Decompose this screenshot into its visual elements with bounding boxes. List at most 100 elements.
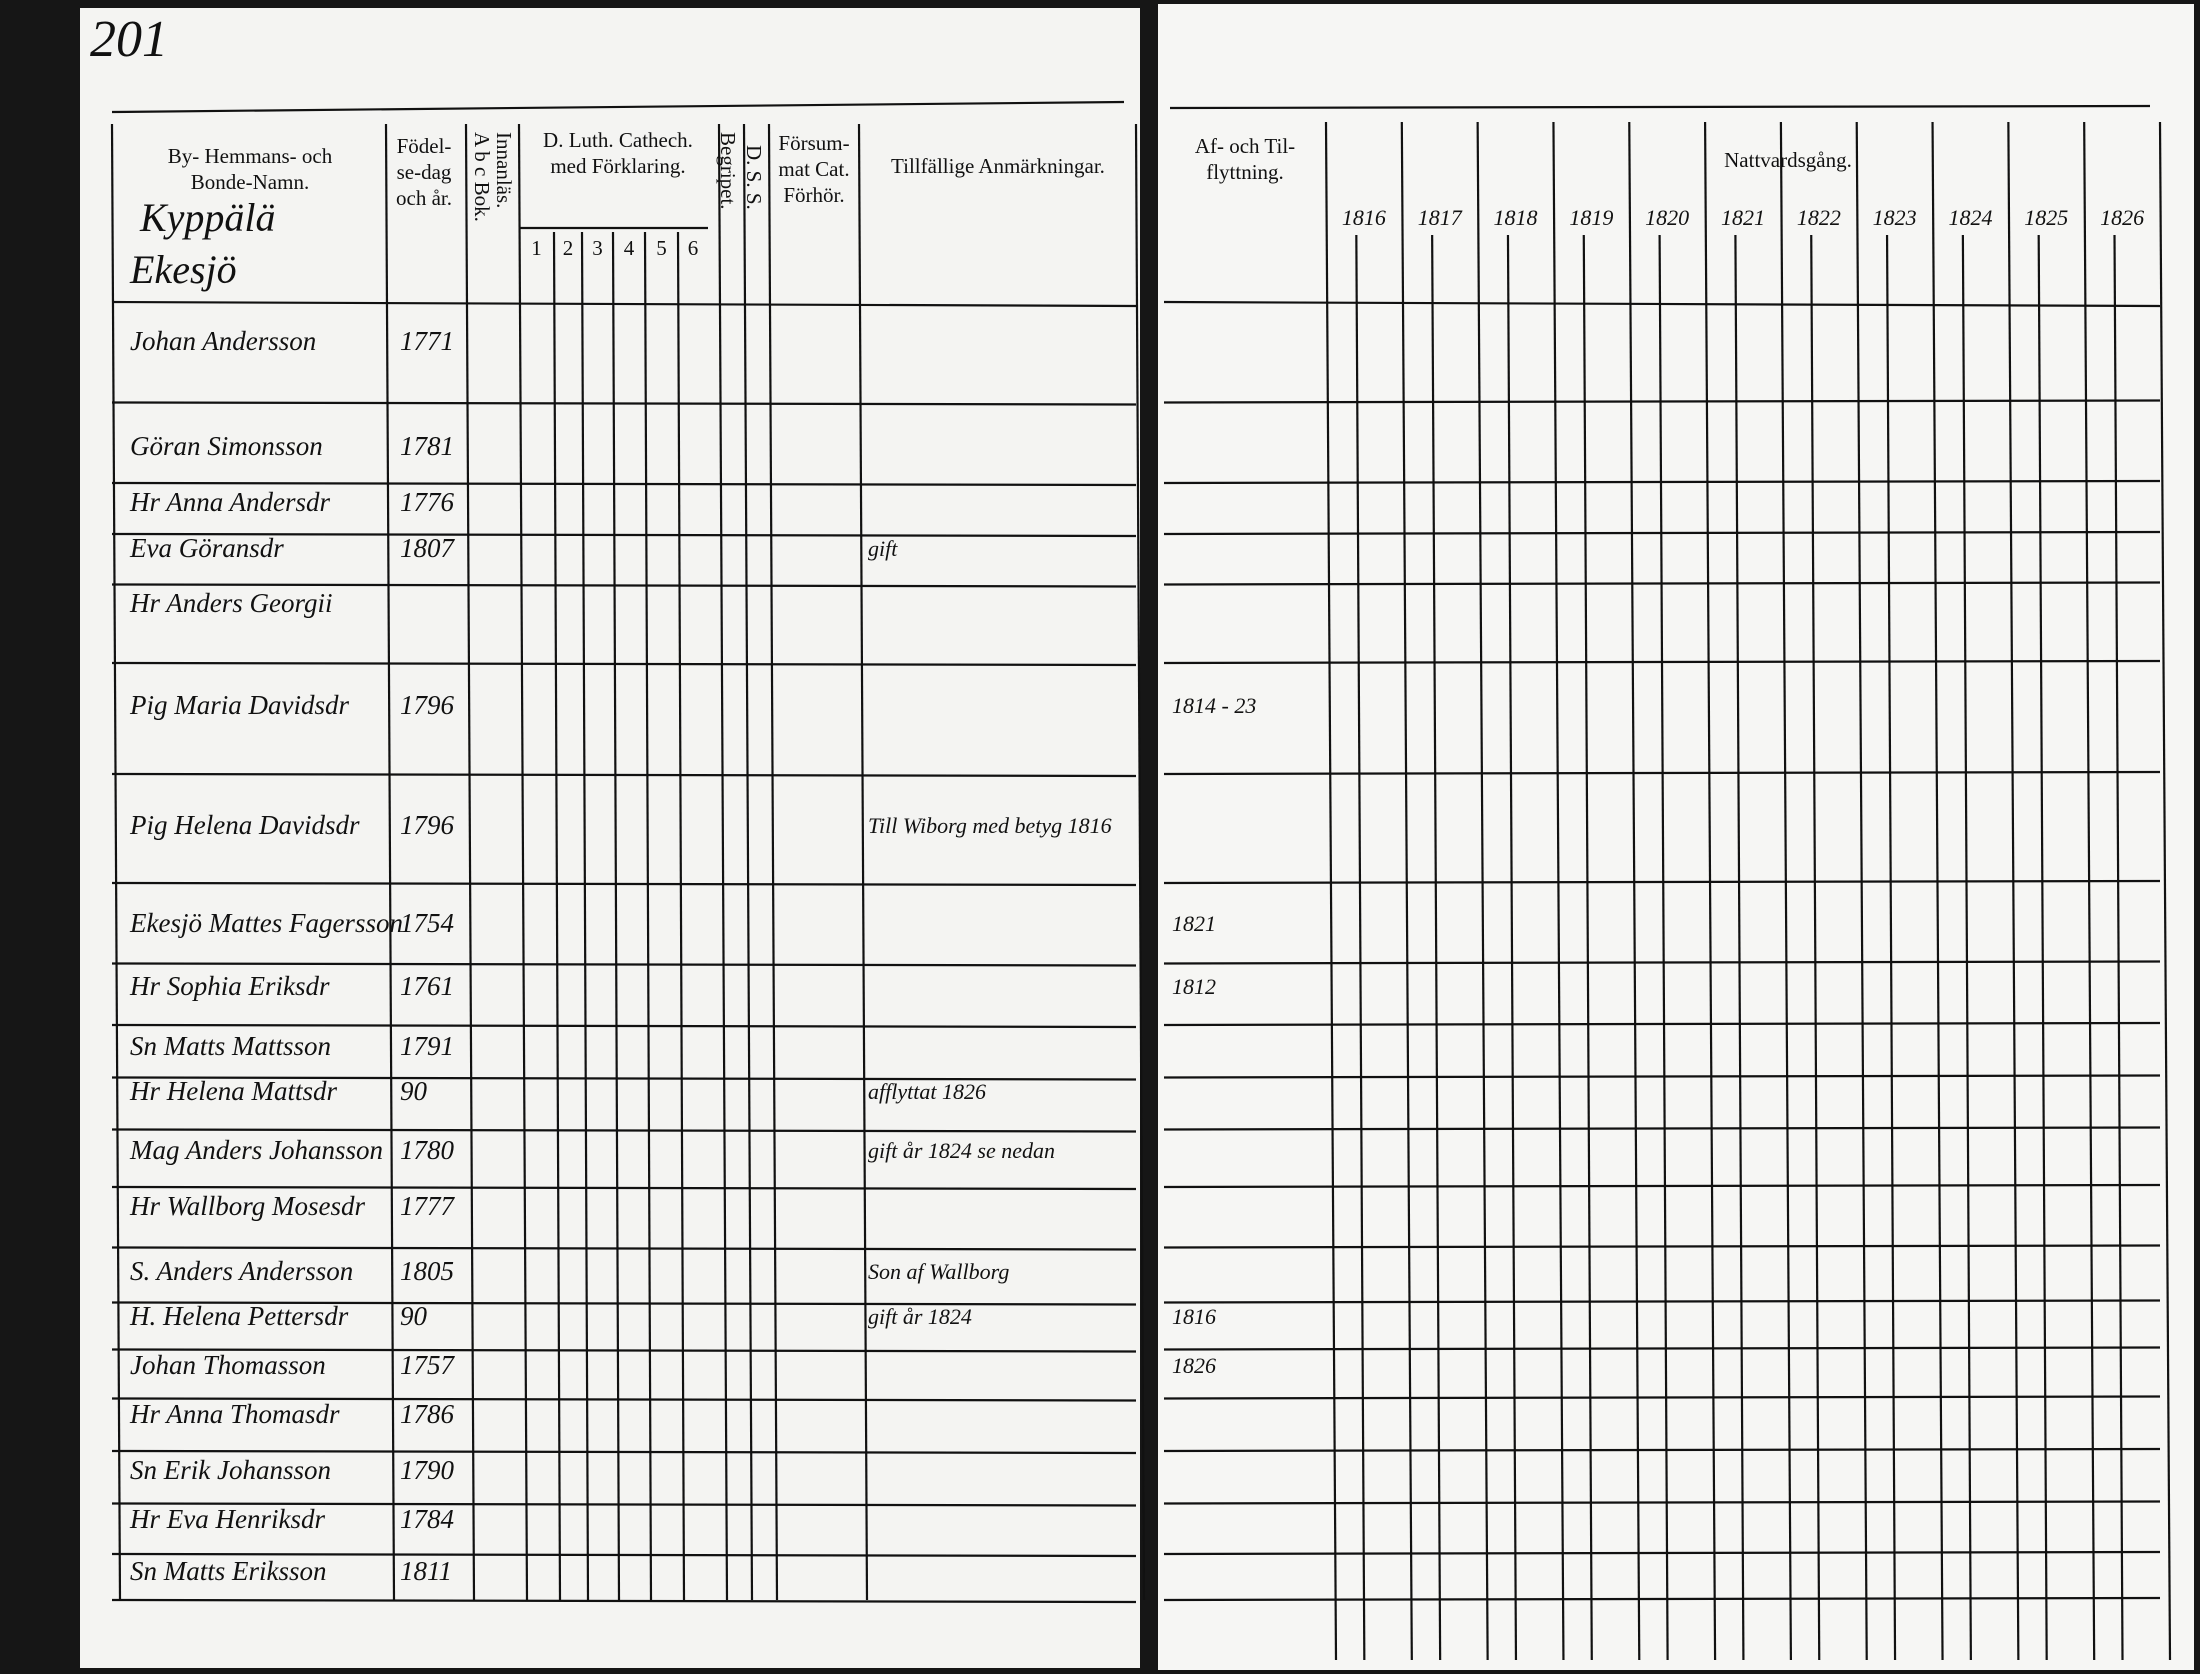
year-label: 1826 — [2100, 205, 2144, 230]
moved-note: 1814 - 23 — [1172, 693, 1256, 718]
birth-year: 1796 — [400, 690, 455, 720]
rule-line — [1163, 1550, 2161, 1556]
rule-line — [111, 1449, 1137, 1455]
rule-line — [2113, 234, 2124, 1661]
person-name: S. Anders Andersson — [130, 1256, 353, 1286]
year-label: 1818 — [1494, 205, 1538, 230]
person-name: Hr Eva Henriksdr — [129, 1504, 325, 1534]
year-label: 1824 — [1948, 205, 1992, 230]
person-name: Ekesjö Mattes Fagersson — [129, 908, 403, 938]
catechism-part: 2 — [563, 236, 574, 260]
rule-line — [1163, 1074, 2161, 1079]
catechism-part: 4 — [624, 236, 635, 260]
rule-line — [1163, 1183, 2161, 1189]
rule-line — [111, 661, 1137, 667]
column-header: Tillfällige Anmärkningar. — [891, 154, 1105, 178]
rule-line — [1163, 581, 2161, 586]
person-name: Sn Matts Eriksson — [130, 1556, 327, 1586]
rule-line — [111, 1598, 1137, 1604]
year-label: 1819 — [1569, 205, 1613, 230]
moved-note: 1826 — [1172, 1353, 1216, 1378]
person-name: Hr Wallborg Mosesdr — [129, 1191, 366, 1221]
rule-line — [1163, 1447, 2161, 1453]
rule-line — [111, 300, 1137, 308]
rule-line — [857, 123, 869, 1601]
rule-line — [1931, 121, 1944, 1661]
rule-line — [1324, 121, 1338, 1661]
catechism-part: 6 — [688, 236, 699, 260]
birth-year: 1757 — [400, 1350, 456, 1380]
column-header: Nattvardsgång. — [1724, 148, 1852, 172]
year-label: 1823 — [1873, 205, 1917, 230]
rule-line — [1779, 121, 1793, 1661]
birth-year: 1807 — [400, 533, 456, 563]
column-header: By- Hemmans- och — [168, 144, 333, 168]
column-header: Födel- — [397, 134, 452, 158]
person-name: Sn Matts Mattsson — [130, 1031, 331, 1061]
rule-line — [676, 231, 686, 1601]
rule-line — [1506, 234, 1518, 1661]
year-label: 1822 — [1797, 205, 1841, 230]
rule-line — [1163, 1596, 2161, 1602]
household-name: Ekesjö — [129, 247, 237, 292]
moved-note: 1821 — [1172, 911, 1216, 936]
rule-line — [111, 1397, 1137, 1402]
left-page — [80, 8, 1140, 1668]
year-label: 1820 — [1645, 205, 1689, 230]
column-header: Bonde-Namn. — [191, 170, 309, 194]
rule-line — [111, 583, 1137, 588]
birth-year: 1784 — [400, 1504, 454, 1534]
person-name: Mag Anders Johansson — [129, 1135, 383, 1165]
remark: gift — [868, 536, 898, 561]
remark: afflyttat 1826 — [868, 1079, 986, 1104]
birth-year: 1811 — [400, 1556, 452, 1586]
rule-line — [1163, 530, 2161, 536]
rule-line — [552, 231, 562, 1601]
rule-line — [1163, 1021, 2161, 1027]
column-header: mat Cat. — [778, 157, 849, 181]
person-name: Hr Sophia Eriksdr — [129, 971, 330, 1001]
rule-line — [111, 1246, 1137, 1251]
rule-line — [1961, 234, 1972, 1661]
rule-line — [580, 231, 590, 1601]
rule-line — [643, 231, 653, 1601]
rule-line — [717, 123, 729, 1601]
person-name: Hr Anders Georgii — [129, 588, 333, 618]
person-name: Johan Andersson — [130, 326, 316, 356]
rule-line — [111, 1128, 1137, 1133]
rule-line — [1431, 234, 1442, 1661]
rule-line — [111, 881, 1137, 887]
column-header: D. Luth. Cathech. — [543, 128, 693, 152]
rule-line — [1134, 123, 1146, 1601]
rule-line — [111, 962, 1137, 967]
rule-line — [1163, 1299, 2161, 1304]
household-name: Kyppälä — [139, 195, 276, 240]
rule-line — [1163, 300, 2161, 308]
rule-line — [2158, 121, 2172, 1661]
rule-line — [1163, 659, 2161, 665]
year-label: 1821 — [1721, 205, 1765, 230]
rule-line — [1163, 399, 2161, 404]
rule-line — [1163, 879, 2161, 885]
catechism-part: 3 — [592, 236, 603, 260]
remark: Son af Wallborg — [868, 1259, 1009, 1284]
birth-year: 1771 — [400, 326, 454, 356]
person-name: Hr Anna Andersdr — [129, 487, 331, 517]
birth-year: 90 — [400, 1301, 428, 1331]
moved-note: 1816 — [1172, 1304, 1216, 1329]
column-header: Begripet. — [716, 132, 740, 210]
rule-line — [111, 772, 1137, 778]
rule-line — [111, 481, 1137, 487]
page-number: 201 — [90, 11, 168, 68]
person-name: Johan Thomasson — [130, 1350, 326, 1380]
rule-line — [2007, 121, 2020, 1661]
rule-line — [1163, 1500, 2161, 1505]
birth-year: 1791 — [400, 1031, 454, 1061]
birth-year: 1790 — [400, 1455, 455, 1485]
person-name: Pig Helena Davidsdr — [129, 810, 360, 840]
rule-line — [464, 123, 476, 1601]
column-header: med Förklaring. — [550, 154, 685, 178]
rule-line — [1163, 479, 2161, 485]
column-header: se-dag — [397, 160, 452, 184]
